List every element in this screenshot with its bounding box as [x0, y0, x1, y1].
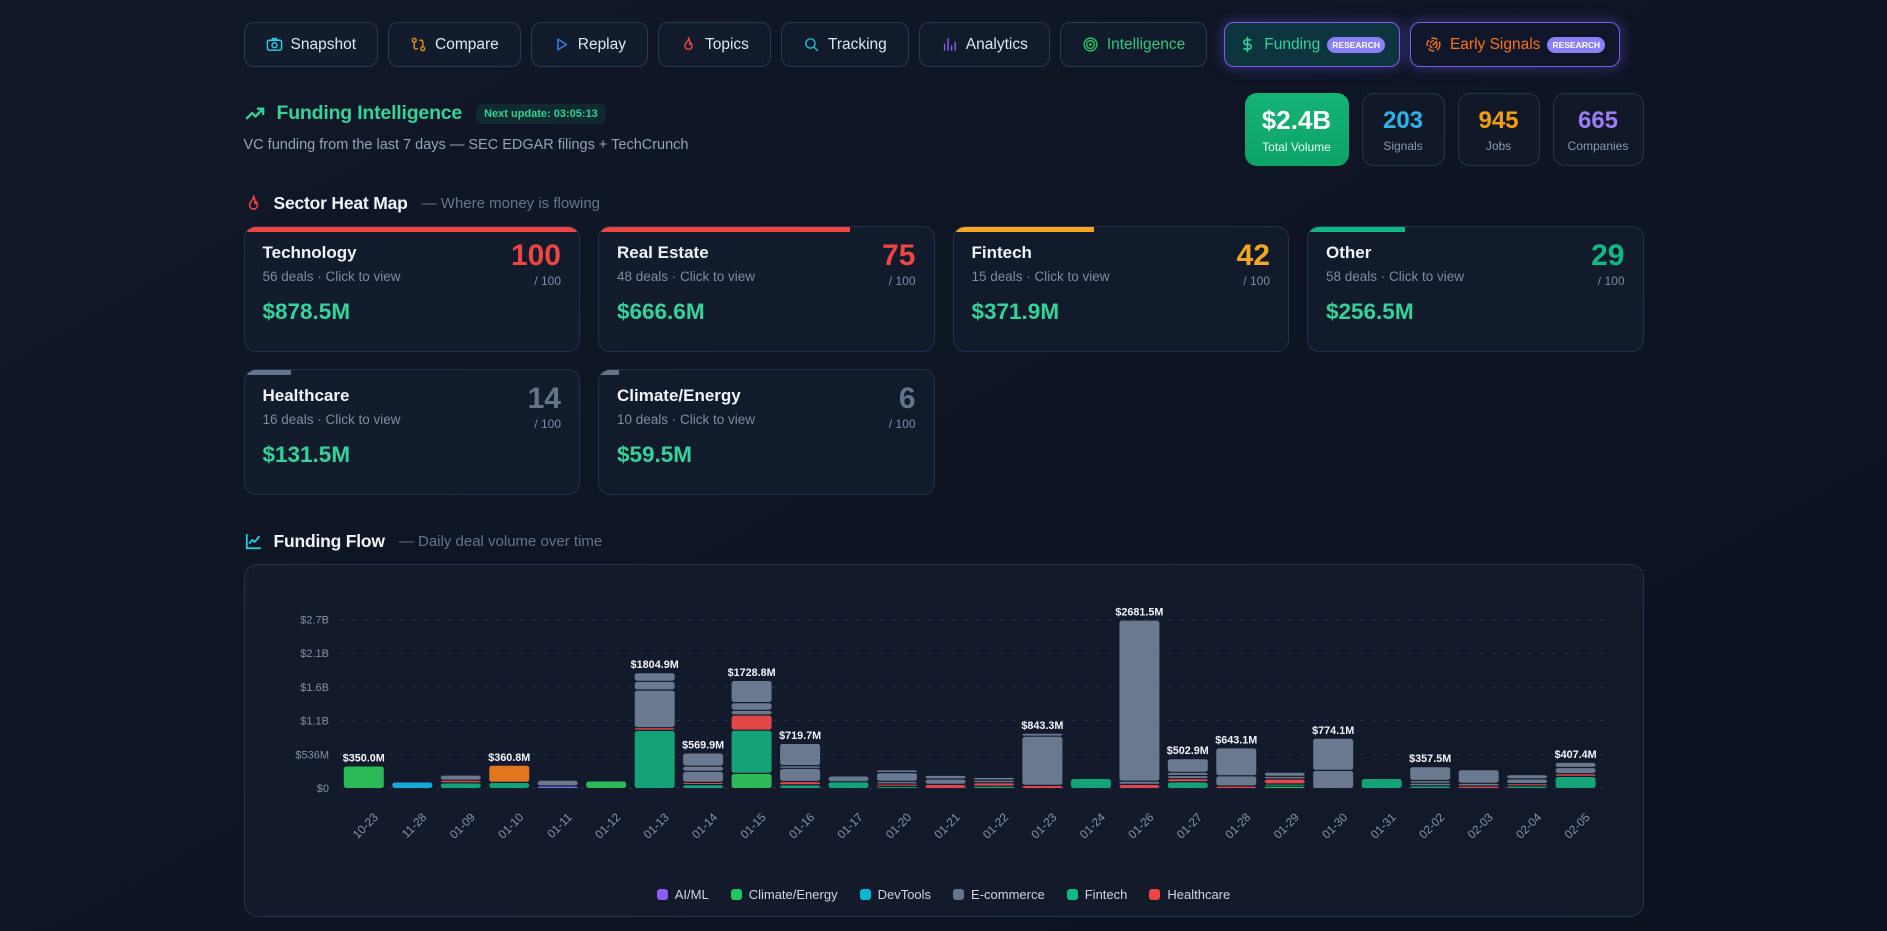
svg-text:01-22: 01-22	[979, 810, 1010, 841]
svg-text:$1.6B: $1.6B	[300, 682, 329, 694]
svg-text:$502.9M: $502.9M	[1166, 745, 1208, 757]
svg-text:01-11: 01-11	[544, 810, 575, 841]
svg-text:$357.5M: $357.5M	[1409, 753, 1451, 765]
svg-text:01-26: 01-26	[1125, 810, 1157, 842]
svg-text:01-20: 01-20	[882, 810, 914, 842]
svg-text:$407.4M: $407.4M	[1554, 749, 1596, 761]
svg-text:$2681.5M: $2681.5M	[1115, 607, 1163, 619]
svg-text:01-23: 01-23	[1028, 810, 1060, 842]
svg-text:10-23: 10-23	[349, 810, 381, 842]
svg-text:01-29: 01-29	[1270, 810, 1301, 841]
svg-text:01-21: 01-21	[931, 810, 962, 841]
svg-text:$0: $0	[316, 783, 328, 795]
svg-text:$2.1B: $2.1B	[300, 648, 329, 660]
svg-text:$1804.9M: $1804.9M	[630, 659, 678, 671]
svg-text:01-14: 01-14	[688, 810, 720, 842]
svg-text:01-09: 01-09	[446, 810, 477, 841]
svg-text:01-15: 01-15	[737, 810, 769, 842]
svg-text:$643.1M: $643.1M	[1215, 734, 1257, 746]
svg-text:01-17: 01-17	[834, 810, 865, 841]
svg-text:02-02: 02-02	[1416, 810, 1447, 841]
svg-text:$774.1M: $774.1M	[1312, 725, 1354, 737]
svg-text:01-16: 01-16	[785, 810, 817, 842]
svg-text:01-12: 01-12	[592, 810, 623, 841]
svg-text:$360.8M: $360.8M	[488, 752, 530, 764]
svg-text:$1.1B: $1.1B	[300, 716, 329, 728]
svg-text:$843.3M: $843.3M	[1021, 720, 1063, 732]
svg-text:$536M: $536M	[295, 749, 329, 761]
svg-text:01-24: 01-24	[1076, 810, 1108, 842]
svg-text:01-31: 01-31	[1367, 810, 1398, 841]
svg-text:01-28: 01-28	[1222, 810, 1254, 842]
svg-text:01-30: 01-30	[1319, 810, 1351, 842]
svg-text:02-05: 02-05	[1561, 810, 1593, 842]
svg-text:11-28: 11-28	[398, 810, 429, 841]
svg-text:$350.0M: $350.0M	[342, 753, 384, 765]
svg-text:02-04: 02-04	[1512, 810, 1544, 842]
svg-text:$1728.8M: $1728.8M	[727, 667, 775, 679]
svg-text:01-10: 01-10	[495, 810, 527, 842]
svg-text:01-13: 01-13	[640, 810, 672, 842]
svg-text:$569.9M: $569.9M	[682, 740, 724, 752]
svg-text:$2.7B: $2.7B	[300, 615, 329, 627]
svg-text:02-03: 02-03	[1464, 810, 1496, 842]
svg-text:$719.7M: $719.7M	[779, 730, 821, 742]
svg-text:01-27: 01-27	[1173, 810, 1204, 841]
